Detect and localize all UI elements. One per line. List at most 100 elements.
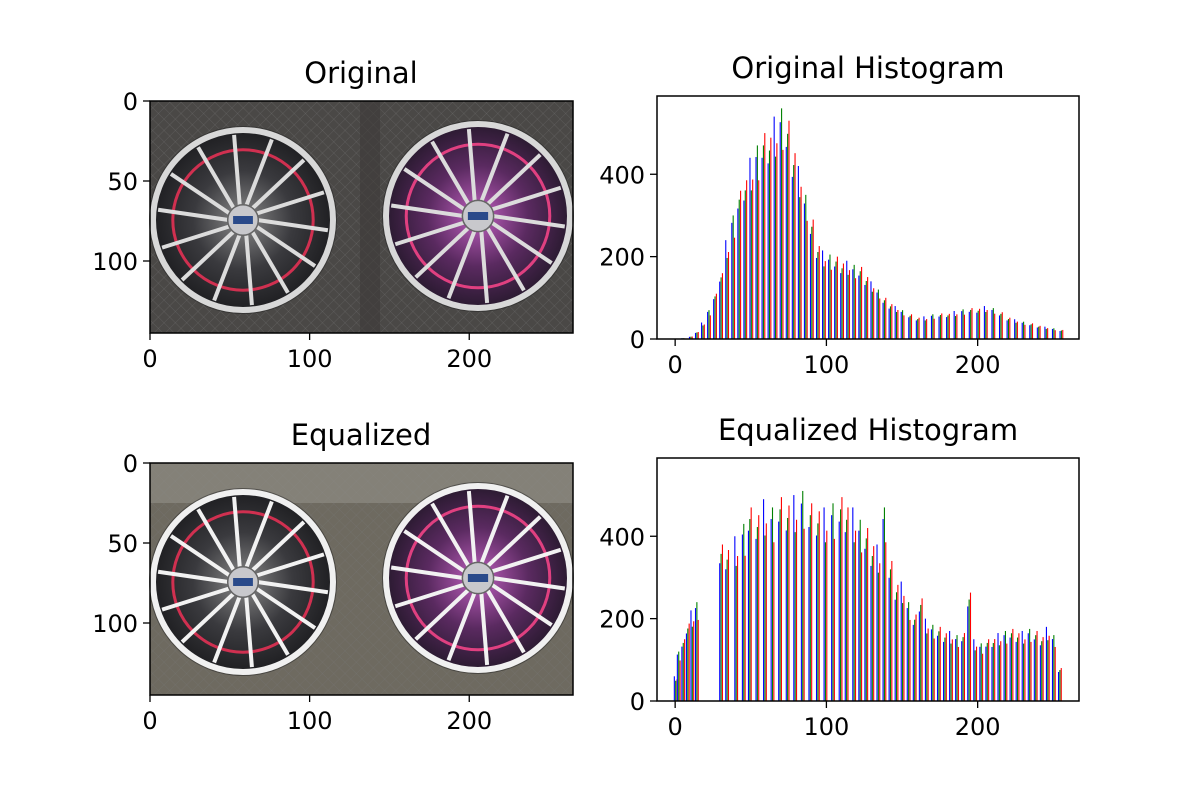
histogram-bar [1047,640,1049,701]
histogram-bar [679,660,681,701]
wheel-spoke [394,582,466,609]
histogram-bar [824,261,826,339]
histogram-bar [888,308,890,339]
histogram-bar [720,277,722,339]
histogram-bar [727,550,730,701]
histogram-bar [846,519,848,701]
histogram-bar [787,133,789,339]
histogram-bar [817,523,819,701]
histogram-bar [985,311,987,339]
histogram-bar [954,316,957,339]
histogram-bar [976,646,978,701]
histogram-bar [691,336,693,339]
histogram-bar [933,318,935,339]
wheel-spoke [255,552,325,578]
histogram-bar [719,281,721,339]
x-tick-label: 100 [803,351,849,379]
x-tick-label: 100 [287,345,333,373]
histogram-bar [809,233,812,339]
histogram-bar [799,197,801,339]
wheel-spoke [180,591,236,644]
histogram-bar [879,298,881,339]
histogram-bar [897,584,899,701]
histogram-bar [1031,323,1034,339]
histogram-bar [992,643,994,701]
histogram-bar [755,538,757,701]
histogram-bar [780,497,782,701]
histogram-bar [894,306,896,339]
histogram-bar [867,528,869,701]
wheel-spoke [196,146,236,210]
histogram-bar [1029,628,1031,701]
histogram-bar [848,270,851,339]
x-tick-label: 0 [142,345,157,373]
histogram-bar [1000,641,1002,701]
histogram-bar [1024,324,1026,339]
original-image-panel: Original 0 100 200 0 50 100 [92,56,574,373]
histogram-bar [941,313,943,339]
histogram-bar [917,319,919,339]
wheel-spoke [394,220,466,247]
histogram-bar [835,261,837,339]
histogram-bar [708,310,710,339]
wheel-spoke [250,520,306,573]
histogram-bar [750,190,752,339]
histogram-bar [787,517,789,701]
histogram-bar [908,317,910,339]
wheel-spoke [490,582,553,627]
histogram-bar [691,626,693,701]
histogram-bar [761,157,763,339]
histogram-bar [962,309,964,339]
histogram-bar [854,530,857,701]
wheel-spoke [254,586,317,630]
histogram-bar [982,653,984,701]
wheel-spoke [212,233,242,302]
histogram-bar [915,614,917,701]
histogram-bar [998,315,1001,339]
wheel-spoke [254,224,317,268]
histogram-bar [852,269,854,339]
histogram-bar [944,637,946,701]
histogram-bar [882,302,884,339]
histogram-bar [734,536,736,701]
histogram-bar [873,288,875,339]
histogram-bar [902,603,904,701]
wheel-spoke [485,226,526,292]
wheel-spoke [390,203,464,218]
wheel-spoke [169,172,232,216]
histogram-bar [963,633,965,701]
histogram-bar [1054,646,1056,701]
histogram-bar [926,633,928,701]
histogram-bar [1016,321,1018,339]
histogram-bar [681,646,683,701]
histogram-bar [969,592,972,701]
histogram-bar [897,310,899,339]
histogram-bar [781,108,783,339]
histogram-bar [991,309,993,339]
histogram-bar [709,315,711,339]
histogram-bar [968,599,970,701]
histogram-bar [1045,328,1047,339]
histogram-bar [932,624,934,701]
histogram-bar [822,250,824,339]
histogram-bar [840,509,842,701]
histogram-bar [908,602,910,701]
histogram-bar [687,628,689,701]
histogram-bar [721,273,723,339]
original-title: Original [304,56,417,90]
histogram-bar [842,263,844,339]
histogram-bar [779,122,781,339]
histogram-bar [806,220,808,339]
histogram-bar [914,619,916,701]
histogram-bar [930,315,933,339]
histogram-bar [980,643,982,701]
wheel-spoke [212,595,242,664]
histogram-bar [870,565,872,701]
histogram-bar [888,577,890,701]
histogram-bar [1023,321,1025,339]
histogram-bar [991,646,993,701]
histogram-bar [794,153,796,339]
wheel-spoke [250,158,306,211]
histogram-bar [986,310,988,339]
histogram-bar [1009,637,1011,701]
